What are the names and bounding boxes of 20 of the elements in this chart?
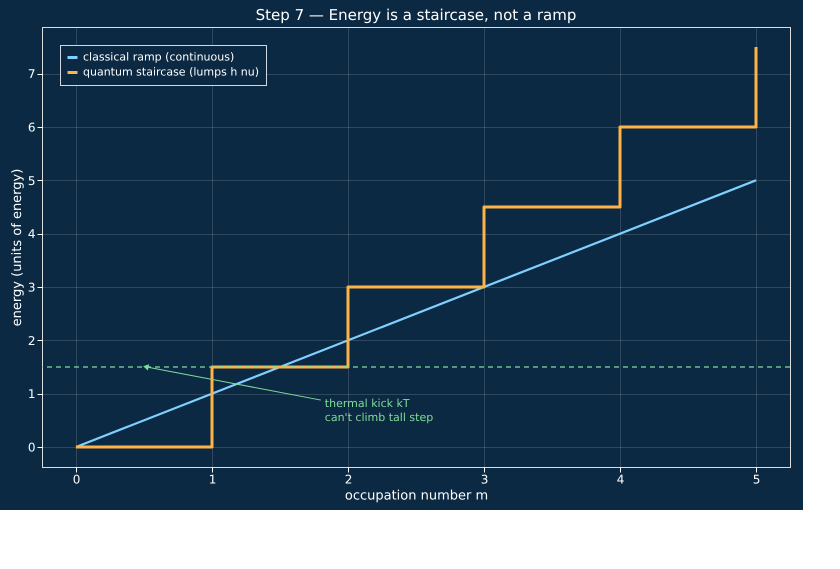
- y-tick-label: 6: [28, 120, 36, 134]
- y-tick-label: 1: [28, 387, 36, 402]
- legend-label: classical ramp (continuous): [83, 50, 234, 64]
- x-tick-label: 2: [344, 472, 352, 486]
- chart-title: Step 7 — Energy is a staircase, not a ramp: [256, 6, 576, 24]
- x-axis-title: occupation number m: [344, 488, 488, 504]
- y-tick-label: 5: [28, 174, 36, 188]
- y-tick-label: 3: [28, 280, 36, 294]
- legend-label: quantum staircase (lumps h nu): [83, 66, 260, 78]
- y-axis-title: energy (units of energy): [10, 168, 25, 326]
- y-tick-label: 7: [28, 67, 36, 82]
- x-tick-label: 0: [72, 472, 80, 486]
- y-tick-label: 4: [28, 227, 36, 242]
- x-tick-label: 5: [752, 472, 760, 486]
- x-tick-label: 3: [480, 472, 488, 486]
- y-tick-label: 0: [28, 440, 36, 454]
- x-tick-label: 4: [616, 472, 624, 486]
- annotation: thermal kick kT can't climb tall step: [324, 397, 434, 424]
- y-tick-label: 2: [28, 334, 36, 348]
- x-tick-label: 1: [208, 472, 216, 486]
